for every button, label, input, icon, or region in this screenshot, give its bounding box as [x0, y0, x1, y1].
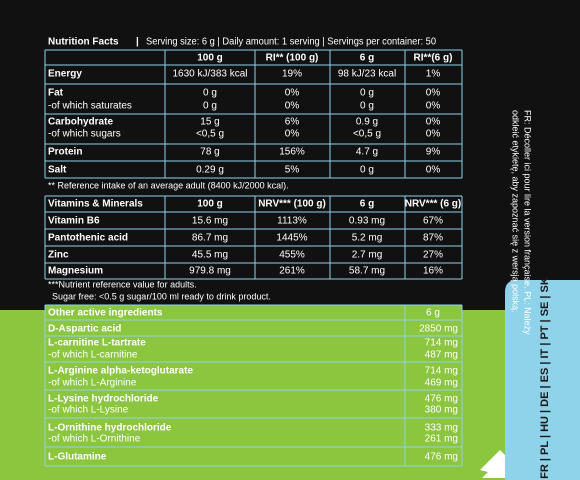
- cell: 4.7 g: [356, 147, 378, 158]
- language-tab: [505, 280, 580, 480]
- column-header: RI** (100 g): [266, 53, 319, 64]
- cell: 476 mg: [425, 452, 458, 463]
- cell: 714 mg: [425, 338, 458, 349]
- row-label: L-Lysine hydrochloride: [48, 394, 159, 405]
- cell: 15.6 mg: [192, 216, 228, 227]
- cell: 333 mg: [425, 423, 458, 434]
- cell: 0 g: [360, 101, 374, 112]
- cell: 156%: [279, 147, 305, 158]
- cell: 1%: [426, 69, 441, 80]
- cell: 979.8 mg: [189, 266, 231, 277]
- cell: 476 mg: [425, 394, 458, 405]
- cell: 19%: [282, 69, 302, 80]
- cell: 9%: [426, 147, 441, 158]
- row-label: Zinc: [48, 250, 69, 261]
- cell: 16%: [423, 266, 443, 277]
- row-label: L-Glutamine: [48, 452, 107, 463]
- cell: 98 kJ/23 kcal: [338, 69, 396, 80]
- cell: <0,5 g: [196, 129, 224, 140]
- row-label: -of which L-Ornithine: [48, 434, 141, 445]
- column-header: Other active ingredients: [48, 308, 163, 319]
- cell: 5.2 mg: [352, 233, 383, 244]
- cell: 455%: [279, 250, 305, 261]
- cell: 0%: [426, 88, 441, 99]
- row-label: -of which sugars: [48, 129, 121, 140]
- note: Sugar free: <0.5 g sugar/100 ml ready to…: [52, 291, 271, 301]
- cell: 1445%: [276, 233, 307, 244]
- ingredients-bg: [45, 305, 462, 466]
- translation-line: odkleić etykietę, aby zapoznać się z wer…: [511, 110, 521, 313]
- cell: 0%: [285, 88, 300, 99]
- cell: 45.5 mg: [192, 250, 228, 261]
- cell: 86.7 mg: [192, 233, 228, 244]
- cell: 2850 mg: [419, 324, 458, 335]
- column-header: 6 g: [426, 308, 440, 319]
- cell: 2.7 mg: [352, 250, 383, 261]
- cell: 15 g: [200, 117, 219, 128]
- cell: 1113%: [277, 216, 307, 227]
- row-label: -of which L-Lysine: [48, 405, 129, 416]
- language-codes: FR | PL | HU | DE | ES | IT | PT | SE | …: [539, 277, 551, 479]
- cell: 0%: [285, 129, 300, 140]
- cell: 87%: [423, 233, 443, 244]
- peel-arrow: [480, 450, 505, 478]
- cell: 487 mg: [425, 350, 458, 361]
- translation-line: FR: Décoller ici pour lire la version fr…: [523, 110, 533, 335]
- row-label: Vitamin B6: [48, 216, 100, 227]
- cell: 58.7 mg: [349, 266, 385, 277]
- row-label: L-Arginine alpha-ketoglutarate: [48, 366, 193, 377]
- row-label: Energy: [48, 69, 82, 80]
- row-label: L-Ornithine hydrochloride: [48, 423, 172, 434]
- row-label: Carbohydrate: [48, 117, 113, 128]
- cell: 1630 kJ/383 kcal: [172, 69, 247, 80]
- note: ** Reference intake of an average adult …: [48, 180, 289, 190]
- cell: 0%: [426, 129, 441, 140]
- cell: 0%: [426, 165, 441, 176]
- column-header: NRV*** (100 g): [258, 199, 326, 210]
- note: ***Nutrient reference value for adults.: [48, 279, 197, 289]
- cell: 0.29 g: [196, 165, 224, 176]
- column-header: 6 g: [360, 53, 374, 64]
- title: Nutrition Facts: [48, 37, 119, 48]
- column-header: 6 g: [360, 199, 374, 210]
- column-header: 100 g: [197, 53, 223, 64]
- cell: 380 mg: [425, 405, 458, 416]
- cell: 0%: [426, 101, 441, 112]
- row-label: L-carnitine L-tartrate: [48, 338, 146, 349]
- serving-info: Serving size: 6 g | Daily amount: 1 serv…: [146, 37, 436, 48]
- column-header: Vitamins & Minerals: [48, 199, 143, 210]
- row-label: -of which L-Arginine: [48, 378, 137, 389]
- cell: 261 mg: [425, 434, 458, 445]
- cell: 0 g: [360, 88, 374, 99]
- column-header: RI**(6 g): [414, 53, 453, 64]
- cell: 0 g: [203, 101, 217, 112]
- column-header: 100 g: [197, 199, 223, 210]
- row-label: D-Aspartic acid: [48, 324, 121, 335]
- cell: 261%: [279, 266, 305, 277]
- row-label: Salt: [48, 165, 67, 176]
- cell: <0,5 g: [353, 129, 381, 140]
- column-header: NRV*** (6 g): [405, 199, 462, 210]
- row-label: Fat: [48, 88, 64, 99]
- separator: |: [136, 37, 139, 48]
- cell: 469 mg: [425, 378, 458, 389]
- cell: 6%: [285, 117, 300, 128]
- cell: 0%: [285, 101, 300, 112]
- cell: 27%: [423, 250, 443, 261]
- cell: 0.93 mg: [349, 216, 385, 227]
- row-label: -of which saturates: [48, 101, 132, 112]
- cell: 0.9 g: [356, 117, 378, 128]
- cell: 5%: [285, 165, 300, 176]
- cell: 78 g: [200, 147, 219, 158]
- row-label: Pantothenic acid: [48, 233, 128, 244]
- cell: 0 g: [360, 165, 374, 176]
- cell: 0 g: [203, 88, 217, 99]
- cell: 714 mg: [425, 366, 458, 377]
- row-label: -of which L-carnitine: [48, 350, 138, 361]
- row-label: Protein: [48, 147, 82, 158]
- cell: 0%: [426, 117, 441, 128]
- row-label: Magnesium: [48, 266, 103, 277]
- cell: 67%: [423, 216, 443, 227]
